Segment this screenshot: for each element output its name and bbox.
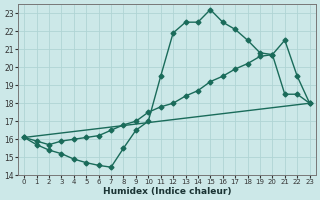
X-axis label: Humidex (Indice chaleur): Humidex (Indice chaleur) [103, 187, 231, 196]
